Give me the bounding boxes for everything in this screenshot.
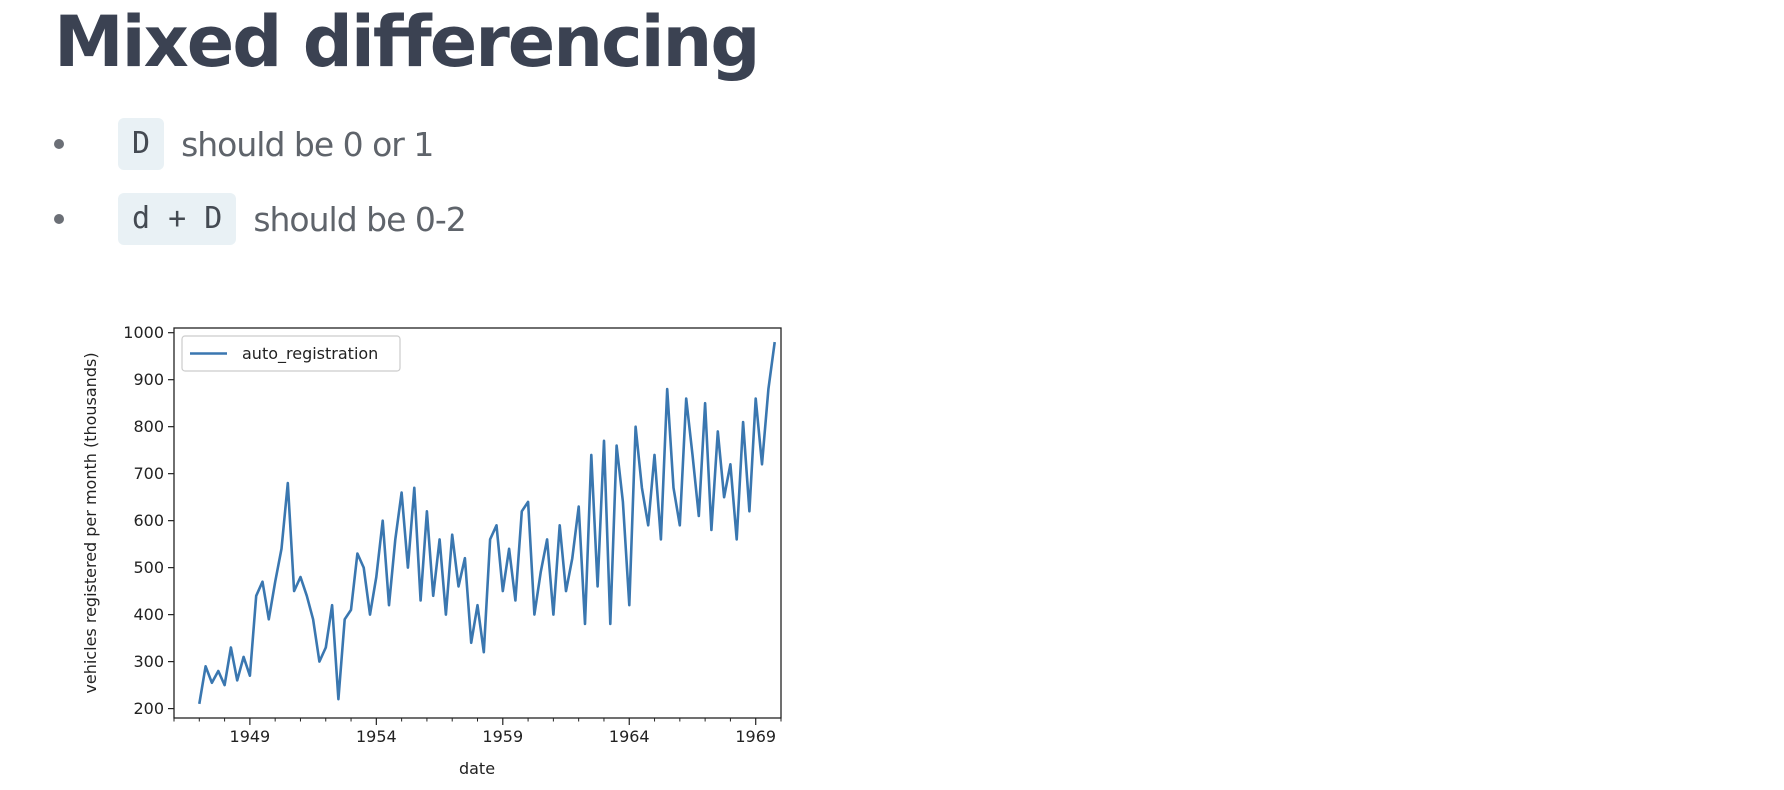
code-snippet: D [118,118,165,170]
legend: auto_registration [181,335,401,372]
bullet-text: should be 0 or 1 [181,124,434,164]
x-tick-label: 1954 [356,727,397,746]
bullet-dot-icon [54,139,64,149]
bullet-item: D should be 0 or 1 [54,118,466,170]
y-tick-label: 800 [133,417,164,436]
x-tick-label: 1949 [230,727,271,746]
x-tick-label: 1959 [482,727,523,746]
y-tick-label: 400 [133,605,164,624]
y-tick-label: 700 [133,464,164,483]
x-axis-label: date [459,759,495,778]
legend-label: auto_registration [242,344,378,364]
y-tick-label: 300 [133,652,164,671]
y-axis-label: vehicles registered per month (thousands… [81,352,100,693]
bullet-list: D should be 0 or 1 d + D should be 0-2 [54,118,467,268]
chart-container: 200 300 400 500 600 700 800 900 1000 1949 1954 1959… [70,316,790,784]
y-tick-label: 200 [133,699,164,718]
bullet-text: should be 0-2 [253,199,466,239]
y-tick-label: 600 [133,511,164,530]
legend-box [181,335,401,372]
plot-frame [173,327,782,719]
code-snippet: d + D [118,193,237,245]
slide-title: Mixed differencing [54,1,761,83]
x-tick-label: 1964 [609,727,650,746]
bullet-dot-icon [54,214,64,224]
bullet-item: d + D should be 0-2 [54,193,467,245]
series-line [198,341,776,705]
y-tick-label: 500 [133,558,164,577]
x-tick-label: 1969 [735,727,776,746]
y-tick-label: 900 [133,370,164,389]
y-tick-label: 1000 [123,323,164,342]
line-chart: 200 300 400 500 600 700 800 900 1000 1949 1954 1959… [81,323,782,778]
